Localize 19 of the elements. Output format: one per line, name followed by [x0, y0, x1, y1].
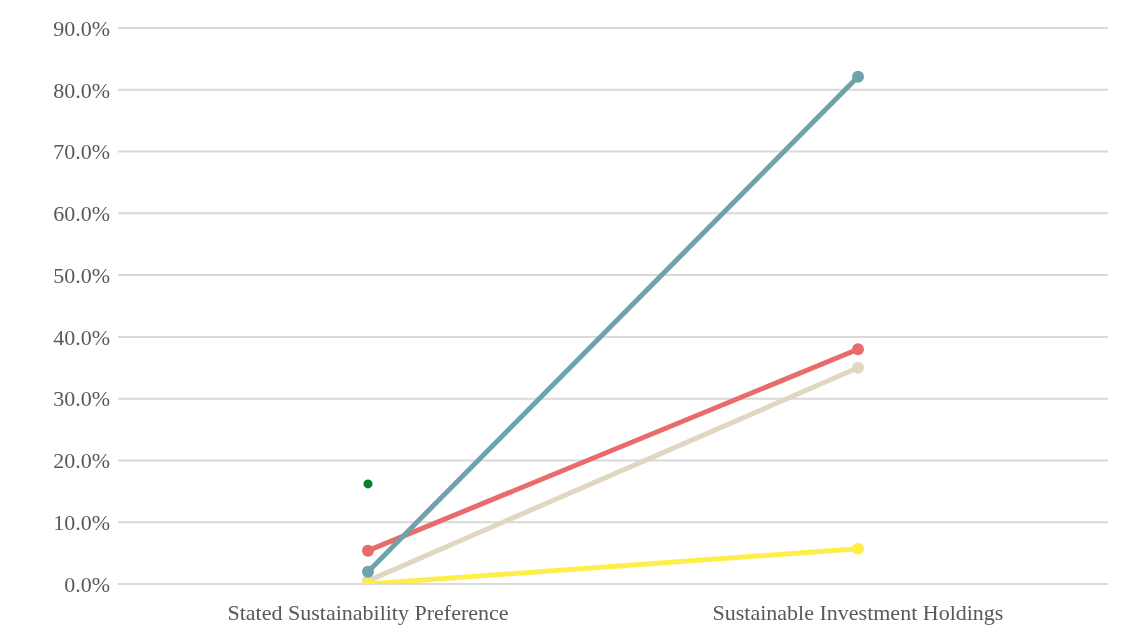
y-tick-label: 30.0% [53, 386, 110, 412]
point [852, 542, 864, 555]
point [852, 361, 864, 374]
y-tick-label: 10.0% [53, 510, 110, 536]
point [852, 343, 864, 356]
point [363, 479, 373, 489]
point [852, 70, 864, 83]
x-tick-label: Stated Sustainability Preference [227, 599, 509, 625]
y-tick-label: 0.0% [64, 571, 110, 597]
y-tick-label: 40.0% [53, 324, 110, 350]
y-tick-label: 50.0% [53, 262, 110, 288]
x-tick-label: Sustainable Investment Holdings [712, 599, 1004, 625]
y-tick-label: 60.0% [53, 201, 110, 227]
point [362, 544, 374, 557]
y-tick-label: 80.0% [53, 77, 110, 103]
y-tick-label: 20.0% [53, 448, 110, 474]
y-tick-label: 90.0% [53, 15, 110, 41]
y-tick-label: 70.0% [53, 139, 110, 165]
point [362, 565, 374, 578]
